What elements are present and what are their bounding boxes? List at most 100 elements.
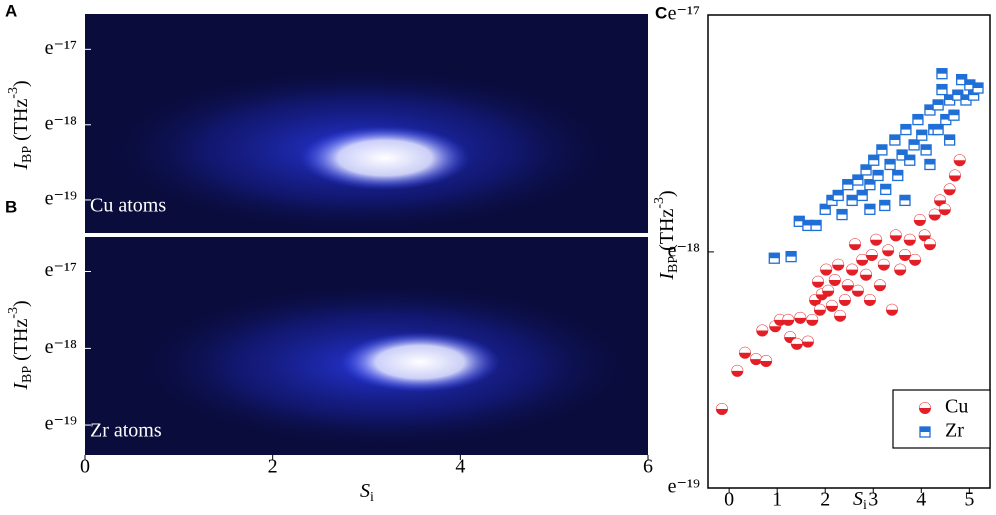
marker-half [731, 365, 743, 371]
data-point [903, 233, 916, 246]
x-tick-label: 1 [772, 489, 782, 511]
marker-half [924, 105, 935, 111]
marker-half [889, 135, 900, 141]
data-point [885, 303, 898, 316]
marker-half [940, 114, 951, 120]
marker-half [852, 285, 864, 291]
marker-half [897, 150, 908, 156]
marker-half [857, 190, 868, 196]
x-tick-label: 3 [868, 489, 878, 511]
y-tick-label: e⁻¹⁷ [45, 259, 77, 281]
marker-half [829, 274, 841, 280]
data-point [920, 144, 932, 156]
marker-half [936, 68, 947, 74]
marker-half [936, 84, 947, 90]
data-point [865, 249, 878, 262]
data-point [731, 364, 744, 377]
data-point [938, 203, 951, 216]
data-point [841, 279, 854, 292]
marker-half [944, 135, 955, 141]
marker-half [837, 209, 848, 215]
marker-half [960, 94, 971, 100]
x-tick-label: 4 [455, 456, 465, 478]
superscript: -3 [6, 87, 21, 99]
data-point [908, 139, 920, 151]
marker-half [920, 427, 930, 432]
data-point [876, 144, 888, 156]
marker-half [820, 264, 832, 270]
y-tick-label: e⁻¹⁸ [45, 336, 77, 358]
marker-half [904, 234, 916, 240]
marker-half [892, 170, 903, 176]
legend-label: Zr [945, 420, 964, 442]
y-tick-label: e⁻¹⁷ [45, 37, 77, 59]
unit: (THz [656, 209, 678, 251]
marker-half [890, 229, 902, 236]
data-point [812, 275, 825, 288]
symbol: S [853, 488, 863, 510]
marker-half [833, 190, 844, 196]
subscript: BP [20, 146, 35, 163]
data-point [828, 273, 841, 286]
data-point [916, 129, 928, 141]
marker-half [716, 403, 728, 410]
data-point [860, 268, 873, 281]
data-point [782, 313, 795, 326]
marker-half [870, 234, 882, 240]
y-tick-label: e⁻¹⁹ [668, 476, 700, 498]
marker-half [839, 294, 851, 301]
marker-half [842, 179, 853, 185]
density-glow [340, 332, 500, 392]
marker-half [964, 79, 975, 85]
data-point [806, 313, 819, 326]
data-point [832, 258, 845, 271]
data-point [889, 134, 901, 146]
marker-half [846, 264, 858, 270]
data-point [909, 253, 922, 266]
marker-half [921, 144, 932, 150]
marker-half [826, 300, 838, 306]
marker-half [933, 99, 944, 105]
marker-half [784, 331, 796, 338]
marker-half [861, 164, 872, 170]
data-point [877, 258, 890, 271]
symbol: I [10, 162, 32, 171]
data-point [948, 109, 960, 121]
marker-half [834, 310, 846, 316]
marker-half [769, 253, 780, 259]
data-point [832, 189, 844, 202]
marker-half [802, 220, 813, 226]
x-tick-label: 2 [820, 489, 830, 511]
marker-half [794, 312, 806, 318]
marker-half [944, 183, 956, 190]
data-point [879, 199, 891, 212]
marker-half [874, 279, 886, 286]
data-point [852, 174, 864, 186]
marker-half [756, 325, 768, 331]
legend-label: Cu [945, 396, 968, 418]
data-point [918, 229, 931, 242]
marker-half [852, 175, 863, 181]
marker-half [900, 124, 911, 130]
data-point [880, 183, 892, 196]
data-point [813, 303, 826, 316]
marker-half [811, 220, 822, 226]
data-point [892, 169, 904, 182]
x-tick-label: 4 [916, 489, 926, 511]
unit: (THz [10, 99, 32, 141]
marker-half [750, 353, 762, 360]
subscript: i [863, 498, 867, 513]
marker-half [909, 254, 921, 260]
marker-half [899, 249, 911, 256]
data-point [882, 244, 895, 257]
marker-half [929, 209, 941, 215]
data-point [870, 233, 883, 246]
y-axis-label: IBP (THz-3) [6, 300, 35, 390]
marker-half [882, 244, 894, 251]
data-point [849, 238, 862, 251]
marker-half [886, 304, 898, 310]
unit-close: ) [656, 190, 678, 197]
data-point [948, 169, 961, 182]
data-point [873, 279, 886, 292]
